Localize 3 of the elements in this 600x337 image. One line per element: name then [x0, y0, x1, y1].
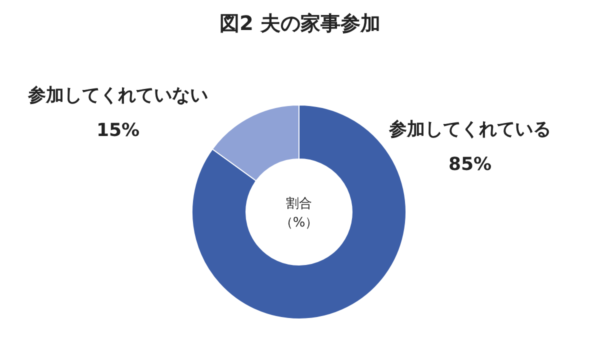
- title: 図2 夫の家事参加: [220, 11, 380, 35]
- annotation: （%）: [280, 216, 318, 230]
- annotation: 割合: [286, 196, 312, 212]
